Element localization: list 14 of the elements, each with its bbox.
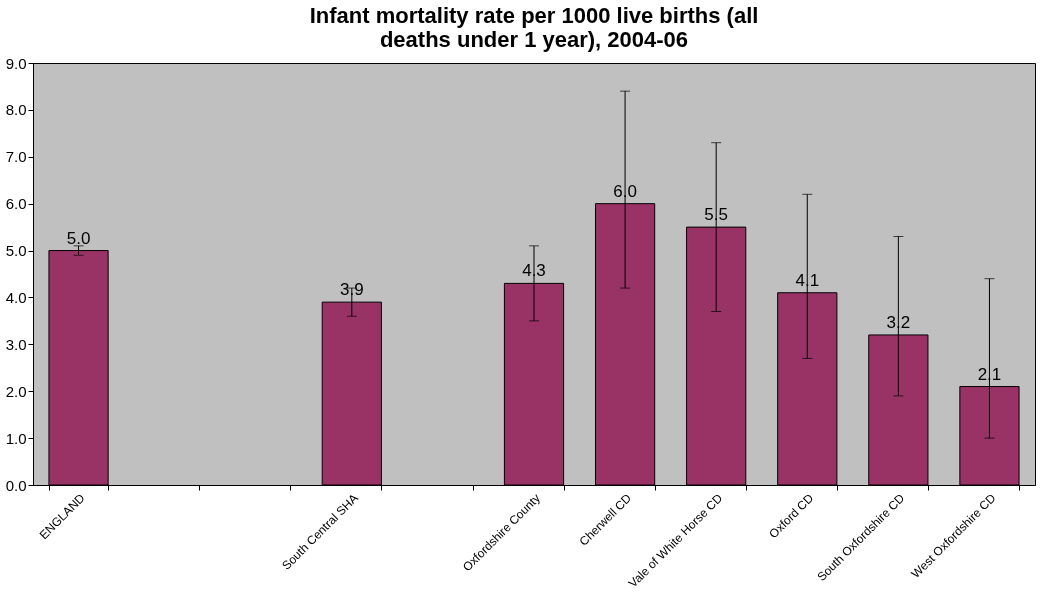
y-tick-label: 4.0 — [5, 288, 27, 306]
text: 5.0 — [66, 228, 91, 248]
y-tick-label: 1.0 — [5, 429, 27, 447]
text: 4.3 — [522, 261, 546, 281]
y-tick-label: 8.0 — [5, 101, 27, 119]
y-tick-label: 3.0 — [5, 335, 27, 353]
y-tick-label: 6.0 — [5, 195, 27, 213]
y-tick-label: 9.0 — [5, 54, 27, 72]
chart-title: Infant mortality rate per 1000 live births (all deaths under 1 year), 2004-06 — [309, 3, 759, 52]
text: 3.9 — [340, 280, 364, 300]
y-tick-label: 0.0 — [5, 476, 27, 494]
y-tick-label: 5.0 — [5, 242, 27, 260]
y-tick-label: 7.0 — [5, 148, 27, 166]
y-tick-label: 2.0 — [5, 382, 27, 400]
